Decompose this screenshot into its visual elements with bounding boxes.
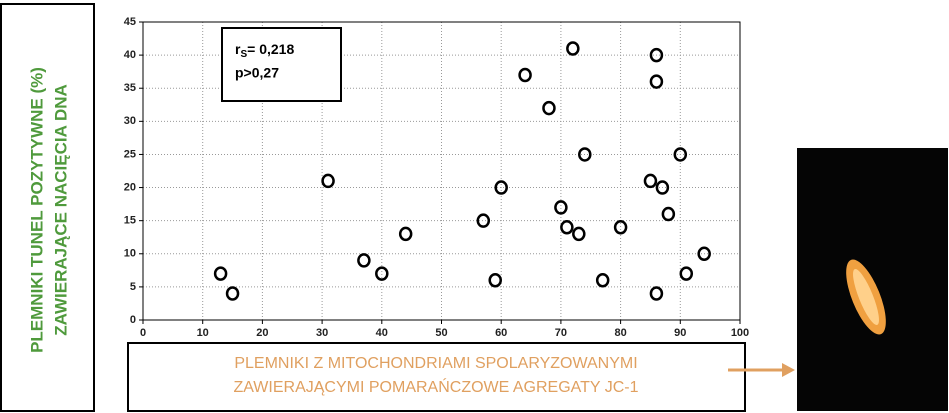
y-tick-label: 15 xyxy=(124,215,136,227)
x-tick-label: 40 xyxy=(376,327,388,339)
point xyxy=(560,220,574,235)
point xyxy=(697,246,711,262)
point xyxy=(357,253,371,268)
arrow-head xyxy=(782,363,795,377)
y-tick-label: 0 xyxy=(130,314,136,326)
point xyxy=(518,67,532,83)
point xyxy=(542,100,556,116)
annotation-symbol: r xyxy=(235,41,241,57)
point xyxy=(375,266,389,281)
point xyxy=(398,226,413,242)
y-tick-label: 45 xyxy=(124,16,136,28)
y-tick-label: 10 xyxy=(124,248,136,260)
plot: 0 5 10 15 20 25 30 35 40 45 0 10 20 30 40 50 60 70 80 90 100 xyxy=(124,16,749,339)
point xyxy=(613,220,628,235)
x-tick-label: 100 xyxy=(731,327,749,339)
y-axis-label: PLEMNIKI TUNEL POZYTYWNE (%) xyxy=(27,67,46,353)
x-tick-label: 50 xyxy=(435,327,447,339)
x-axis-label: ZAWIERAJĄCYMI POMARAŃCZOWE AGREGATY JC-1 xyxy=(233,377,638,396)
point xyxy=(661,206,676,222)
x-tick-label: 70 xyxy=(555,327,567,339)
annotation-box xyxy=(221,27,342,102)
point xyxy=(494,180,508,195)
y-tick-label: 25 xyxy=(124,148,136,160)
annotation-value: = 0,218 xyxy=(247,41,294,57)
point xyxy=(679,266,694,281)
x-tick-label: 10 xyxy=(197,327,209,339)
point xyxy=(649,47,664,63)
point xyxy=(225,286,240,301)
x-tick-label: 30 xyxy=(316,327,328,339)
point xyxy=(649,286,664,301)
x-tick-label: 90 xyxy=(674,327,686,339)
y-tick-label: 35 xyxy=(124,82,136,94)
point xyxy=(566,41,580,56)
point xyxy=(649,74,664,89)
point xyxy=(578,147,592,162)
y-tick-label: 5 xyxy=(130,281,136,293)
annotation-p: p>0,27 xyxy=(235,65,279,81)
y-tick-label: 40 xyxy=(124,49,136,61)
point xyxy=(673,147,688,162)
point xyxy=(655,180,670,195)
point xyxy=(476,213,491,228)
y-tick-label: 30 xyxy=(124,115,136,127)
annotation-subscript: S xyxy=(240,49,247,60)
point xyxy=(595,273,610,288)
plot-frame xyxy=(142,21,741,321)
sperm-cell-core xyxy=(853,269,879,325)
point xyxy=(321,173,335,189)
point xyxy=(488,273,502,288)
y-axis-label: ZAWIERAJĄCE NACIĘCIA DNA xyxy=(51,84,70,336)
annotation: rS= 0,218 xyxy=(235,41,294,60)
point xyxy=(572,226,586,242)
y-tick-label: 20 xyxy=(124,181,136,193)
point xyxy=(213,266,228,281)
y-label-box xyxy=(0,3,95,412)
x-axis-label: PLEMNIKI Z MITOCHONDRIAMI SPOLARYZOWANYM… xyxy=(234,355,637,372)
x-tick-label: 20 xyxy=(256,327,268,339)
point xyxy=(643,173,658,189)
x-tick-label: 0 xyxy=(140,327,146,339)
point xyxy=(554,200,568,215)
x-tick-label: 80 xyxy=(614,327,626,339)
x-label-box xyxy=(127,342,746,412)
x-tick-label: 60 xyxy=(495,327,507,339)
